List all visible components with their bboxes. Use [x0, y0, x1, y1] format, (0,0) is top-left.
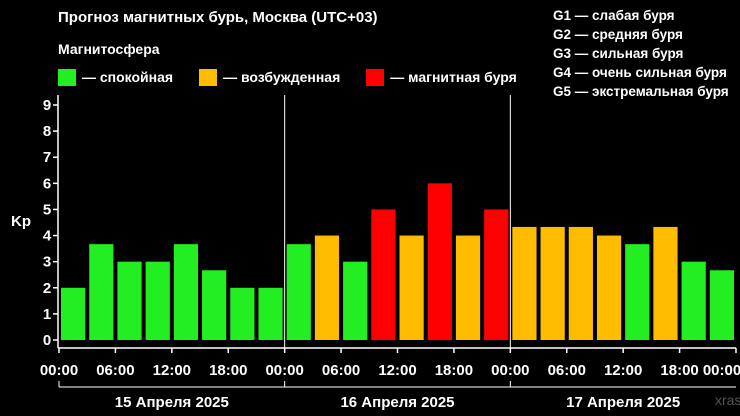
- x-tick-label-12: 00:00: [703, 362, 740, 379]
- g-level-g2: G2 — средняя буря: [553, 27, 683, 42]
- y-tick-label-3: 3: [43, 254, 51, 271]
- y-tick-label-0: 0: [43, 332, 51, 349]
- bar-9: [314, 235, 340, 340]
- bar-21: [653, 226, 678, 340]
- bar-4: [173, 244, 199, 340]
- legend-item-active: — возбужденная: [199, 68, 341, 86]
- day-label-1: 16 Апреля 2025: [340, 394, 454, 411]
- bar-19: [596, 235, 622, 340]
- legend: — спокойная — возбужденная — магнитная б…: [58, 68, 543, 86]
- bar-3: [145, 261, 170, 340]
- legend-label-active: — возбужденная: [223, 69, 341, 85]
- x-tick-label-3: 18:00: [209, 362, 247, 379]
- chart-subtitle: Магнитосфера: [58, 41, 160, 57]
- chart-title: Прогноз магнитных бурь, Москва (UTC+03): [58, 9, 378, 26]
- x-tick-label-4: 00:00: [265, 362, 303, 379]
- bar-11: [371, 209, 396, 340]
- y-tick-label-7: 7: [43, 149, 51, 166]
- g-level-g4: G4 — очень сильная буря: [553, 65, 727, 80]
- y-tick-label-9: 9: [43, 97, 51, 114]
- day-label-2: 17 Апреля 2025: [566, 394, 680, 411]
- legend-label-calm: — спокойная: [82, 69, 174, 85]
- x-tick-label-2: 12:00: [153, 362, 191, 379]
- g-level-g3: G3 — сильная буря: [553, 46, 684, 61]
- y-tick-label-6: 6: [43, 175, 51, 192]
- bar-22: [681, 261, 706, 340]
- g-level-g5: G5 — экстремальная буря: [553, 84, 729, 99]
- bar-1: [89, 244, 114, 340]
- legend-swatch-calm: [58, 68, 76, 86]
- x-tick-label-0: 00:00: [40, 362, 78, 379]
- y-axis-label: Kp: [11, 213, 31, 230]
- y-tick-label-8: 8: [43, 123, 51, 140]
- bar-18: [568, 226, 593, 340]
- x-tick-label-8: 00:00: [491, 362, 529, 379]
- bar-14: [455, 235, 481, 340]
- legend-swatch-active: [199, 68, 218, 86]
- bar-5: [202, 270, 227, 340]
- x-tick-label-10: 12:00: [604, 362, 642, 379]
- y-tick-label-2: 2: [43, 280, 51, 297]
- y-tick-label-1: 1: [43, 306, 51, 323]
- watermark: xras: [715, 392, 740, 408]
- bar-15: [484, 209, 509, 340]
- bar-23: [709, 270, 734, 340]
- x-tick-label-1: 06:00: [96, 362, 134, 379]
- bar-17: [540, 226, 565, 340]
- bar-8: [286, 244, 311, 340]
- g-level-g1: G1 — слабая буря: [553, 8, 675, 23]
- legend-item-storm: — магнитная буря: [366, 68, 517, 86]
- bar-12: [399, 235, 424, 340]
- x-tick-label-9: 06:00: [548, 362, 586, 379]
- bar-16: [512, 226, 537, 340]
- legend-swatch-storm: [366, 68, 385, 86]
- legend-item-calm: — спокойная: [58, 68, 174, 86]
- g-levels-legend: G1 — слабая буря G2 — средняя буря G3 — …: [553, 6, 729, 101]
- y-tick-label-4: 4: [43, 228, 52, 245]
- bar-2: [117, 261, 142, 340]
- x-tick-label-5: 06:00: [322, 362, 360, 379]
- x-tick-label-11: 18:00: [660, 362, 698, 379]
- bar-10: [343, 261, 368, 340]
- day-label-0: 15 Апреля 2025: [115, 394, 229, 411]
- bar-13: [427, 183, 452, 340]
- bar-0: [61, 287, 86, 340]
- x-tick-label-7: 18:00: [435, 362, 473, 379]
- legend-label-storm: — магнитная буря: [390, 69, 517, 85]
- y-tick-label-5: 5: [43, 201, 51, 218]
- bar-6: [230, 287, 255, 340]
- bar-7: [258, 287, 283, 340]
- x-tick-label-6: 12:00: [378, 362, 416, 379]
- bar-20: [625, 244, 650, 340]
